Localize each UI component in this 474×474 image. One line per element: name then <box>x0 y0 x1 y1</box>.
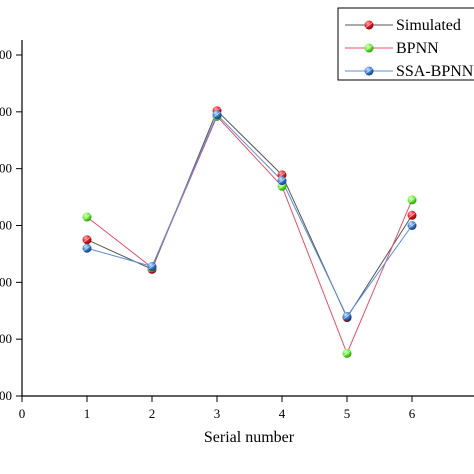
y-tick-label: 000 <box>0 388 12 403</box>
y-tick-label: 000 <box>0 218 12 233</box>
data-point-highlight <box>278 183 286 190</box>
legend-label-1: BPNN <box>396 40 439 57</box>
data-point-highlight <box>83 245 91 252</box>
x-tick-label: 2 <box>149 406 156 421</box>
data-point-highlight <box>408 197 416 203</box>
axes: 0 1 2 3 4 5 6 000 000 000 000 000 000 000 Serial num… <box>0 40 474 446</box>
series-layer <box>82 106 417 358</box>
x-ticks: 0 1 2 3 4 5 6 <box>19 396 416 421</box>
y-tick-label: 000 <box>0 331 12 346</box>
legend-marker-highlight <box>365 68 373 74</box>
data-point-highlight <box>148 263 156 270</box>
y-tick-label: 000 <box>0 47 12 62</box>
legend-marker-highlight <box>365 22 373 28</box>
data-point-highlight <box>408 212 416 219</box>
x-tick-label: 3 <box>214 406 221 421</box>
data-point-highlight <box>343 313 351 320</box>
legend-label-0: Simulated <box>396 17 461 34</box>
series-line-2 <box>86 113 413 318</box>
data-point-highlight <box>83 236 91 243</box>
x-tick-label: 0 <box>19 406 26 421</box>
data-point-highlight <box>343 350 351 357</box>
legend-label-2: SSA-BPNN <box>396 63 474 80</box>
data-point-highlight <box>278 177 286 184</box>
x-tick-label: 5 <box>344 406 351 421</box>
y-ticks: 000 000 000 000 000 000 000 <box>0 47 22 403</box>
x-tick-label: 1 <box>84 406 91 421</box>
x-tick-label: 6 <box>409 406 416 421</box>
x-tick-label: 4 <box>279 406 286 421</box>
series-line-0 <box>86 109 413 319</box>
data-point-highlight <box>213 111 221 118</box>
x-axis-title: Serial number <box>204 429 295 446</box>
series-line-1 <box>86 115 413 355</box>
y-tick-label: 000 <box>0 104 12 119</box>
y-tick-label: 000 <box>0 161 12 176</box>
data-point-highlight <box>83 214 91 220</box>
legend-box <box>337 7 474 81</box>
data-point-highlight <box>408 222 416 229</box>
data-point-highlight <box>278 171 286 178</box>
legend-marker-highlight <box>365 45 373 51</box>
y-tick-label: 000 <box>0 274 12 289</box>
legend: Simulated BPNN SSA-BPNN <box>337 7 474 81</box>
